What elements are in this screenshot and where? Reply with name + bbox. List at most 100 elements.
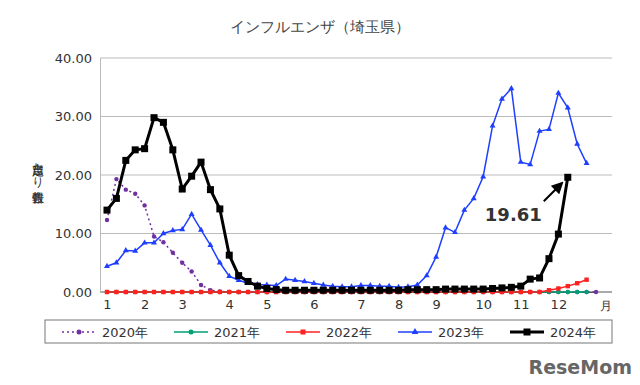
x-tick-label: 12 [551,297,568,312]
data-point [565,104,571,109]
y-tick-label: 10.00 [55,226,92,241]
data-point [246,290,250,294]
data-point [320,282,326,287]
x-tick: 7 [357,292,365,312]
data-point [423,286,430,293]
data-point [451,286,458,293]
data-point [310,287,317,294]
x-tick-label: 9 [432,297,440,312]
x-tick: 2 [141,292,149,312]
data-point [470,286,477,293]
data-point [508,85,514,90]
x-tick-label: 10 [475,297,492,312]
annotation: 19.61 [485,204,542,225]
data-point [169,146,176,153]
data-point [198,159,205,166]
watermark: ReseMom [529,356,632,378]
legend-label: 2023年 [438,325,484,340]
data-point [179,226,185,231]
data-point [236,290,240,294]
data-point [114,290,118,294]
data-point [105,218,109,222]
x-tick-label: 6 [310,297,318,312]
data-point [574,141,580,146]
x-tick: 6 [310,292,318,312]
data-point [133,290,137,294]
data-point [142,290,146,294]
data-point [424,272,430,277]
data-point [207,186,214,193]
data-point [433,253,439,258]
data-point [199,283,203,287]
data-point [461,207,467,212]
legend-box [45,320,612,343]
series [104,114,572,294]
data-point [124,290,128,294]
data-point [555,90,561,95]
data-point [367,282,373,287]
data-point [301,287,308,294]
y-axis-line [100,59,101,293]
series [105,177,598,294]
data-point [556,286,560,290]
y-tick-label: 30.00 [55,109,92,124]
legend-marker [412,328,419,334]
data-point [575,281,579,285]
data-point [584,290,588,294]
data-point [105,290,109,294]
legend-item: 2023年 [398,325,484,340]
data-point [208,290,212,294]
data-point [161,290,165,294]
y-axis: 0.0010.0020.0030.0040.00 [55,51,101,300]
grid [100,58,612,292]
data-point [152,234,156,238]
data-point [170,227,176,232]
data-point [132,146,139,153]
data-point [452,229,458,234]
data-point [171,251,175,255]
data-point [226,273,232,278]
data-point [189,211,195,216]
x-tick: 12 [551,292,568,312]
data-point [339,287,346,294]
data-point [189,290,193,294]
data-point [161,290,165,294]
data-point [142,290,146,294]
grid-line [100,175,612,176]
x-tick: 5 [263,292,271,312]
data-point [528,290,532,294]
legend-label: 2022年 [326,325,372,340]
y-tick-label: 0.00 [63,285,92,300]
data-point [386,287,393,294]
data-point [564,174,571,181]
x-tick: 10 [475,292,492,312]
data-point [566,290,570,294]
data-point [527,161,533,166]
data-point [461,286,468,293]
data-point [236,290,240,294]
data-point [124,187,128,191]
x-tick-label: 5 [263,297,271,312]
data-point [414,282,420,287]
data-point [189,290,193,294]
data-point [133,192,137,196]
data-point [122,157,129,164]
grid-line [100,58,612,59]
y-tick-label: 20.00 [55,168,92,183]
data-point [236,290,240,294]
data-point [575,290,579,294]
x-tick: 11 [513,292,530,312]
data-point [255,290,259,294]
data-point [348,287,355,294]
x-tick-label: 3 [179,297,187,312]
x-tick-label: 1 [103,297,111,312]
legend-marker [301,330,306,335]
data-point [151,239,157,244]
legend-item: 2024年 [510,325,596,340]
data-point [575,290,579,294]
x-tick-label: 8 [395,297,403,312]
x-tick: 3 [179,292,187,312]
data-point [151,114,158,121]
data-point [584,160,590,165]
data-point [584,278,588,282]
